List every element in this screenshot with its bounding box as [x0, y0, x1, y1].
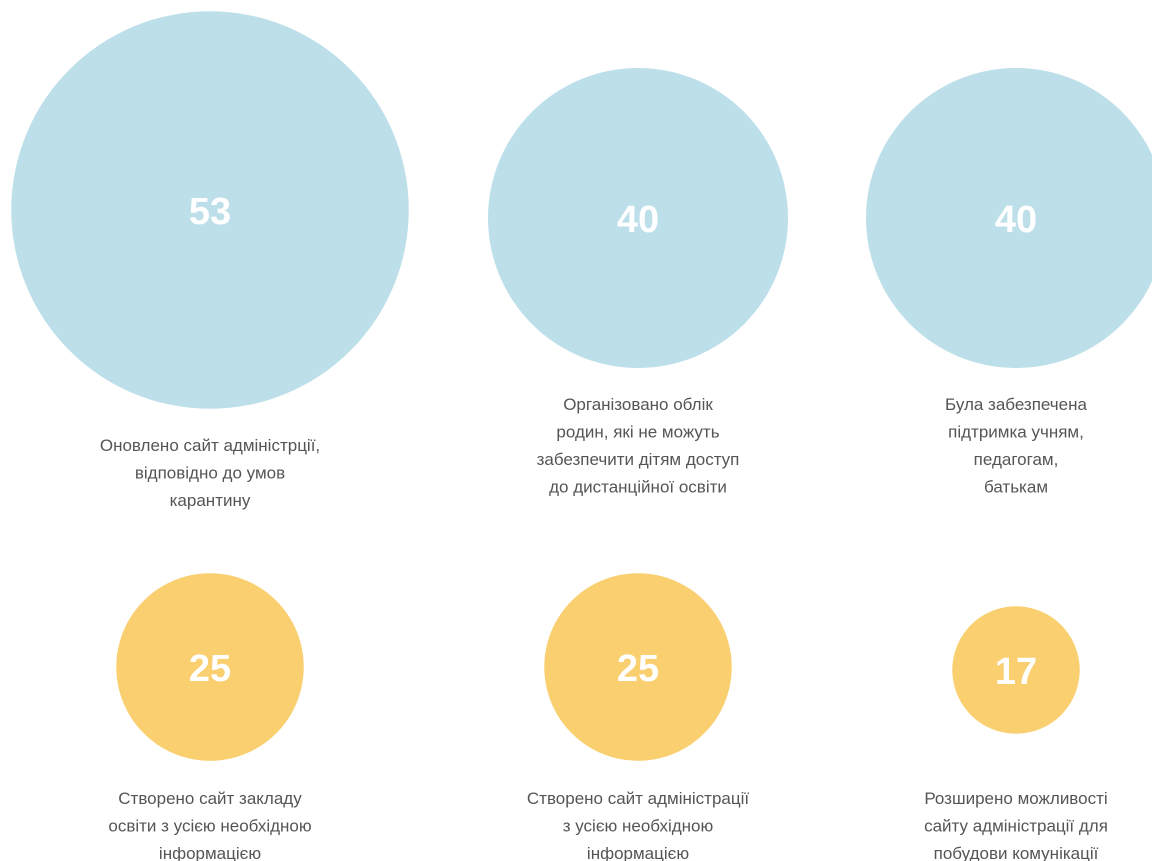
bubble-value: 53 [189, 191, 231, 233]
bubble-value: 17 [995, 651, 1037, 693]
bubble-value: 25 [189, 648, 231, 690]
bubble-label: карантину [170, 491, 251, 510]
bubble-label: інформацією [159, 844, 261, 861]
bubble [952, 606, 1080, 734]
bubble-label: Організовано облік [563, 395, 713, 414]
bubble-value: 40 [995, 199, 1037, 241]
bubble [488, 68, 788, 368]
bubble-label: Оновлено сайт адміністрції, [100, 436, 320, 455]
bubble [116, 573, 304, 761]
bubble-label: Створено сайт адміністрації [527, 789, 750, 808]
bubble-label: побудови комунікації [934, 844, 1099, 861]
bubble-label: Розширено можливості [924, 789, 1107, 808]
bubble-label: родин, які не можуть [556, 423, 719, 442]
bubble-label: забезпечити дітям доступ [537, 450, 740, 469]
bubble-label: освіти з усією необхідною [108, 817, 312, 836]
bubble-value: 25 [617, 648, 659, 690]
bubble-value: 40 [617, 199, 659, 241]
bubble [866, 68, 1152, 368]
bubble-label: Створено сайт закладу [118, 789, 302, 808]
bubble-label: Була забезпечена [945, 395, 1087, 414]
bubble-label: з усією необхідною [563, 817, 714, 836]
bubble-label: інформацією [587, 844, 689, 861]
bubble-label: сайту адміністрації для [924, 817, 1108, 836]
bubble-label: педагогам, [974, 450, 1059, 469]
bubble-label: відповідно до умов [135, 463, 285, 482]
bubble [11, 11, 409, 409]
bubble-label: батькам [984, 478, 1048, 497]
bubble-label: підтримка учням, [948, 423, 1084, 442]
bubble [544, 573, 732, 761]
bubble-label: до дистанційної освіти [549, 478, 727, 497]
